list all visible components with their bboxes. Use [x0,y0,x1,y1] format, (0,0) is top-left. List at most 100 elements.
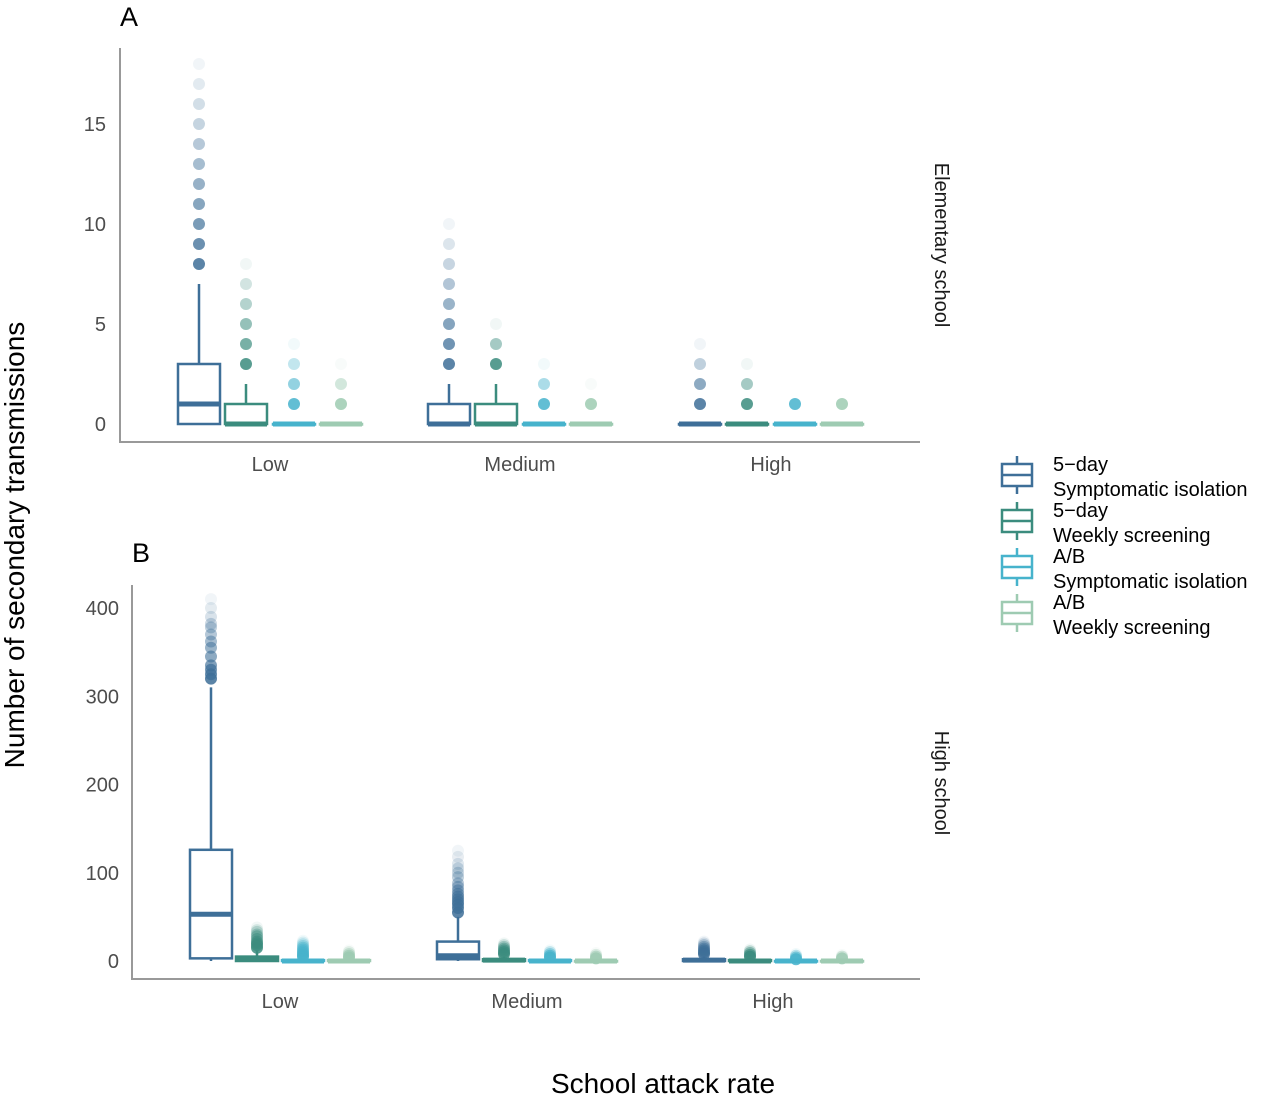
legend-item-2: 5−day Weekly screening [1000,500,1210,547]
outlier-point [193,198,205,210]
outlier-point [698,942,710,955]
panel-label-b: B [132,538,150,568]
box-body [426,402,472,426]
box-1-medium [426,218,472,427]
box-4-high [819,398,865,427]
outlier-point [452,884,464,897]
outlier-point [443,318,455,330]
panel-elementary-school: A 0 5 10 15 Low Medium High Elementary school [84,2,952,476]
outlier-point [741,378,753,390]
y-tick-labels: 0 100 200 300 400 [86,598,119,973]
box-1-high [681,935,727,963]
legend-item-4: A/B Weekly screening [1000,592,1210,639]
outlier-point [498,944,510,957]
outlier-point [443,258,455,270]
box-2-high [727,943,773,964]
box-4-medium [568,378,614,427]
outlier-point [297,938,309,951]
box-1-low [176,58,222,426]
outlier-point [343,944,355,957]
outlier-point [452,850,464,863]
legend-label-line1: A/B [1053,592,1085,614]
x-axis-title: School attack rate [551,1068,775,1096]
box-4-high [819,948,865,965]
y-axis-title: Number of secondary transmissions [0,322,30,769]
outlier-point [698,940,710,953]
box-3-medium [527,944,573,964]
legend-label-line2: Weekly screening [1053,525,1210,547]
legend-label-line1: A/B [1053,546,1085,568]
y-tick-label: 0 [95,414,106,436]
outlier-point [452,877,464,890]
outlier-point [498,942,510,955]
outlier-point [452,880,464,893]
x-tick-label: Low [262,991,299,1013]
outlier-point [452,871,464,884]
outlier-point [443,338,455,350]
legend-label-line2: Symptomatic isolation [1053,571,1248,593]
legend-item-1: 5−day Symptomatic isolation [1000,454,1248,501]
box-body [188,848,234,960]
x-tick-labels: Low Medium High [252,454,792,476]
outlier-point [193,238,205,250]
outlier-point [193,78,205,90]
outlier-point [585,398,597,410]
outlier-point [297,941,309,954]
outlier-point [343,946,355,959]
box-marks [188,593,865,966]
outlier-point [590,947,602,960]
outlier-point [205,621,217,634]
outlier-point [343,947,355,960]
facet-label-elementary: Elementary school [930,163,952,328]
outlier-point [585,378,597,390]
box-body [473,402,519,426]
outlier-point [694,358,706,370]
outlier-point [452,866,464,879]
outlier-point [498,939,510,952]
box-3-high [773,947,819,966]
outlier-point [251,928,263,941]
box-body [223,402,269,426]
outlier-point [205,650,217,663]
outlier-point [498,937,510,950]
outlier-point [490,358,502,370]
outlier-point [694,338,706,350]
outlier-point [741,358,753,370]
outlier-point [452,887,464,900]
y-tick-label: 15 [84,114,106,136]
outlier-point [193,218,205,230]
outlier-point [490,318,502,330]
box-3-high [772,398,818,427]
outlier-point [288,358,300,370]
outlier-point [240,278,252,290]
outlier-point [452,857,464,870]
outlier-point [544,944,556,957]
outlier-point [538,398,550,410]
x-tick-label: Medium [484,454,555,476]
outlier-point [698,939,710,952]
outlier-point [443,298,455,310]
facet-label-high-school: High school [930,731,952,836]
legend-label-line1: 5−day [1053,500,1108,522]
outlier-point [288,338,300,350]
x-tick-label: Medium [491,991,562,1013]
outlier-point [193,258,205,270]
box-2-medium [481,937,527,963]
outlier-point [297,939,309,952]
x-tick-label: High [752,991,793,1013]
y-tick-labels: 0 5 10 15 [84,114,106,436]
outlier-point [335,398,347,410]
outlier-point [538,358,550,370]
outlier-point [251,924,263,937]
y-tick-label: 400 [86,598,119,620]
outlier-point [498,940,510,953]
box-3-low [280,934,326,964]
outlier-point [694,398,706,410]
outlier-point [789,398,801,410]
outlier-point [205,635,217,648]
outlier-point [836,398,848,410]
outlier-point [443,358,455,370]
outlier-point [335,378,347,390]
